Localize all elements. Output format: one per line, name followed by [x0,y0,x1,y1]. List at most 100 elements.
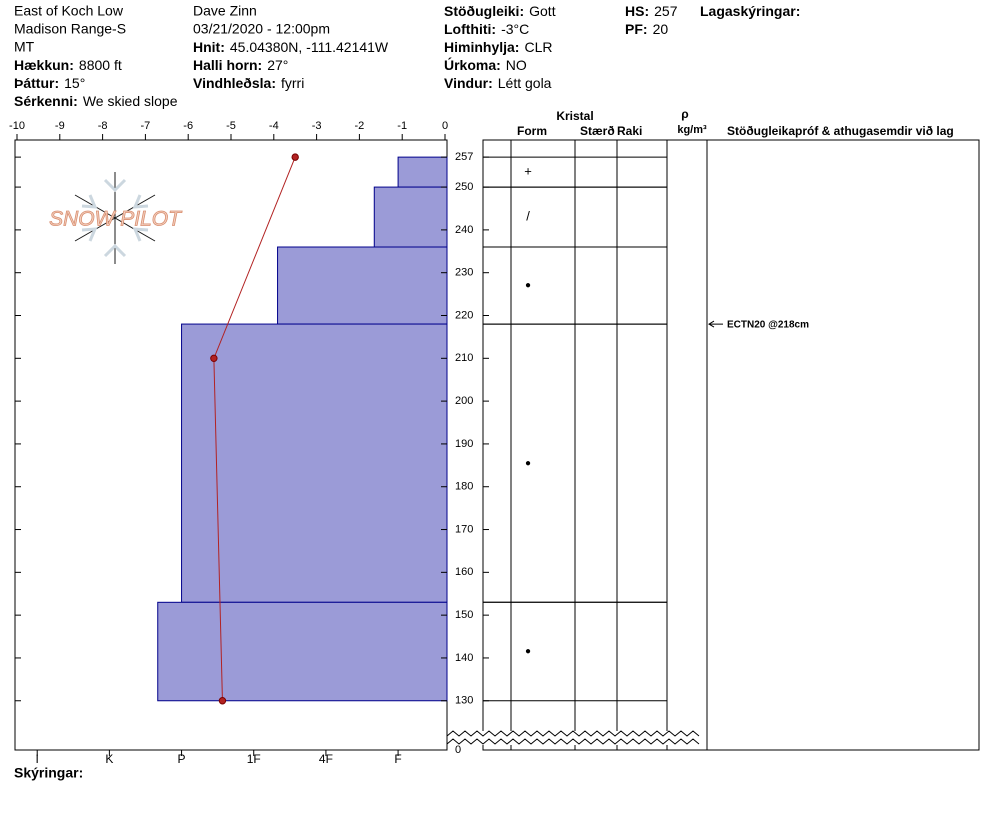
height-tick-label: 0 [455,744,461,756]
temp-tick-label: -1 [397,120,407,132]
grain-form: ● [525,646,531,657]
height-tick-label: 150 [455,609,473,621]
hardness-tick-label: K [105,752,113,766]
height-tick-label: 160 [455,566,473,578]
header-label: Sérkenni: [14,93,78,109]
column-header: kg/m³ [677,124,707,136]
header-label: Stöðugleiki: [444,3,524,19]
header-line: Madison Range-S [14,21,126,37]
hardness-layer [181,323,448,603]
hardness-tick-label: F [394,752,401,766]
temp-tick-label: -2 [355,120,365,132]
height-tick-label: 250 [455,181,473,193]
height-tick-label: 190 [455,438,473,450]
header-line: Stöðugleiki: Gott [444,3,556,19]
header-value: We skied slope [83,93,178,109]
temperature-point [291,153,299,161]
header-line: Halli horn: 27° [193,57,288,73]
temp-tick-label: -8 [98,120,108,132]
temp-tick-label: 0 [442,120,448,132]
grain-form: ● [525,280,531,291]
temp-tick-label: -4 [269,120,279,132]
header-line: Lofthiti: -3°C [444,21,529,37]
header-line: Þáttur: 15° [14,75,85,91]
hardness-tick-label: I [36,752,39,766]
header-value: fyrri [281,75,304,91]
temp-tick-label: -3 [312,120,322,132]
height-tick-label: 240 [455,224,473,236]
temp-tick-label: -10 [9,120,25,132]
header-line: Vindur: Létt gola [444,75,552,91]
column-header: ρ [681,107,688,121]
comments-frame [706,139,980,751]
height-tick-label: 180 [455,481,473,493]
header-line: Hækkun: 8800 ft [14,57,122,73]
header-value: 257 [654,3,678,19]
temp-tick-label: -9 [55,120,65,132]
temp-tick-label: -5 [226,120,236,132]
header-label: Vindur: [444,75,493,91]
header-value: 20 [653,21,669,37]
header-line: Úrkoma: NO [444,56,527,73]
hardness-tick-label: 4F [319,752,333,766]
column-header: Raki [617,124,642,138]
hardness-layer [397,156,448,188]
header-line: 03/21/2020 - 12:00pm [193,21,330,37]
crystal-frame [482,139,708,751]
header-value: 45.04380N, -111.42141W [230,39,389,55]
height-tick-label: 230 [455,267,473,279]
header-line: Sérkenni: We skied slope [14,93,178,109]
header-value: 8800 ft [79,57,122,73]
hardness-tick-label: 1F [247,752,261,766]
header-value: -3°C [501,21,529,37]
column-header: Kristal [556,109,593,123]
height-tick-label: 140 [455,652,473,664]
hardness-layer [373,186,448,248]
header-label: Þáttur: [14,75,59,91]
header-value: 27° [267,57,288,73]
header-line: Hnit: 45.04380N, -111.42141W [193,39,389,55]
temp-tick-label: -6 [183,120,193,132]
header-label: Hækkun: [14,57,74,73]
test-arrow [708,320,723,328]
header-label: HS: [625,3,649,19]
height-tick-label: 130 [455,695,473,707]
temperature-point [210,354,218,363]
header-line: Lagaskýringar: [700,3,800,19]
header-label: Lofthiti: [444,21,496,37]
grain-form: ● [525,458,531,469]
height-tick-label: 210 [455,352,473,364]
logo [74,172,156,264]
test-label: ECTN20 @218cm [727,320,809,331]
column-header: Form [517,124,547,138]
header-value: Létt gola [498,75,552,91]
temp-tick-label: -7 [141,120,151,132]
height-tick-label: 170 [455,523,473,535]
header-label: Úrkoma: [444,56,501,73]
header-value: NO [506,57,527,73]
height-tick-label: 200 [455,395,473,407]
hardness-layer [157,601,448,702]
header-line: PF: 20 [625,21,668,37]
header-value: Gott [529,3,556,19]
header-label: Halli horn: [193,57,262,73]
header-label: Vindhleðsla: [193,75,276,91]
grain-form: / [526,208,530,223]
header-line: Vindhleðsla: fyrri [193,75,304,91]
header-line: Himinhylja: CLR [444,39,552,55]
axis-break [446,730,700,745]
header-label: Hnit: [193,39,225,55]
height-tick-label: 220 [455,309,473,321]
header-label: Himinhylja: [444,39,519,55]
header-line: East of Koch Low [14,3,124,19]
header-label: Lagaskýringar: [700,3,800,19]
grain-form: + [524,164,532,179]
temperature-point [218,697,227,705]
logo-text: SNOW PILOT [49,208,183,231]
header-line: MT [14,39,35,55]
header-value: 15° [64,75,85,91]
height-tick-label: 257 [455,151,473,163]
footer-label: Skýringar: [14,765,83,781]
header-value: CLR [524,39,552,55]
